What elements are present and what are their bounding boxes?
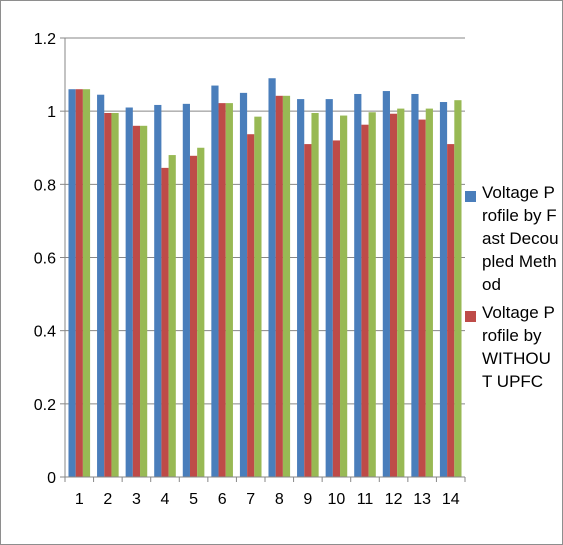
bar xyxy=(132,125,141,478)
x-tick-label: 9 xyxy=(303,491,312,508)
bar xyxy=(254,116,262,477)
bar xyxy=(247,134,255,477)
legend-label: Voltage Profile by Fast Decoupled Method xyxy=(482,183,559,294)
legend: Voltage Profile by Fast Decoupled Method… xyxy=(465,181,560,398)
bar xyxy=(197,147,205,477)
bar xyxy=(268,78,276,477)
bar xyxy=(397,108,405,477)
y-tick-label: 0.2 xyxy=(34,397,56,414)
x-tick-label: 13 xyxy=(413,491,431,508)
bar xyxy=(361,124,369,477)
bar xyxy=(340,115,348,477)
x-tick-label: 11 xyxy=(357,491,374,508)
legend-item-without-upfc: Voltage Profile by WITHOUT UPFC xyxy=(465,301,560,393)
y-tick-labels: 0 0.2 0.4 0.6 0.8 1 1.2 xyxy=(34,31,56,487)
bar xyxy=(275,95,283,477)
bar xyxy=(168,155,176,478)
bar xyxy=(325,99,333,477)
bar xyxy=(454,100,462,478)
bar xyxy=(140,125,148,478)
x-tick-label: 10 xyxy=(328,491,346,508)
y-tick-label: 0.4 xyxy=(34,324,56,341)
y-tick-label: 1.2 xyxy=(34,31,56,48)
x-tick-label: 8 xyxy=(275,491,284,508)
bar xyxy=(282,95,291,477)
bar xyxy=(368,112,376,478)
bar xyxy=(111,112,119,477)
bar xyxy=(447,144,455,477)
x-tick-labels: 1 2 3 4 5 6 7 8 9 10 11 12 13 14 xyxy=(75,491,460,508)
bar xyxy=(439,102,448,477)
x-tick-label: 5 xyxy=(189,491,198,508)
legend-label: Voltage Profile by WITHOUT UPFC xyxy=(482,303,555,391)
bar xyxy=(239,92,248,477)
bar xyxy=(104,112,112,477)
bar xyxy=(211,85,219,477)
axes xyxy=(60,37,466,482)
bar xyxy=(382,91,390,477)
bar xyxy=(354,93,362,477)
bar xyxy=(161,167,169,477)
bar xyxy=(389,113,398,477)
bar xyxy=(332,140,341,477)
bars xyxy=(68,78,462,478)
y-tick-label: 0.8 xyxy=(34,177,56,194)
bar xyxy=(97,94,105,478)
bar xyxy=(125,107,133,477)
x-tick-label: 12 xyxy=(385,491,403,508)
bar xyxy=(304,144,312,477)
bar xyxy=(411,93,419,477)
x-tick-label: 3 xyxy=(132,491,141,508)
x-tick-label: 6 xyxy=(218,491,227,508)
x-tick-label: 14 xyxy=(442,491,460,508)
bar xyxy=(182,103,190,477)
x-tick-label: 1 xyxy=(75,491,84,508)
bar xyxy=(311,112,319,477)
bar xyxy=(154,104,162,477)
bar xyxy=(189,155,198,477)
gridlines xyxy=(65,37,465,405)
y-tick-label: 0 xyxy=(47,470,56,487)
legend-swatch xyxy=(465,191,476,202)
y-tick-label: 1 xyxy=(47,104,56,121)
legend-swatch xyxy=(465,311,476,322)
bar xyxy=(68,89,76,477)
y-tick-label: 0.6 xyxy=(34,251,56,268)
legend-item-fast-decoupled: Voltage Profile by Fast Decoupled Method xyxy=(465,181,560,296)
bar xyxy=(218,103,226,477)
bar xyxy=(297,99,305,477)
bar xyxy=(425,108,433,477)
x-tick-label: 4 xyxy=(161,491,170,508)
bar xyxy=(225,103,233,477)
bar xyxy=(82,89,91,477)
x-tick-label: 7 xyxy=(246,491,255,508)
x-tick-label: 2 xyxy=(103,491,112,508)
bar xyxy=(75,89,83,477)
bar xyxy=(418,119,426,477)
